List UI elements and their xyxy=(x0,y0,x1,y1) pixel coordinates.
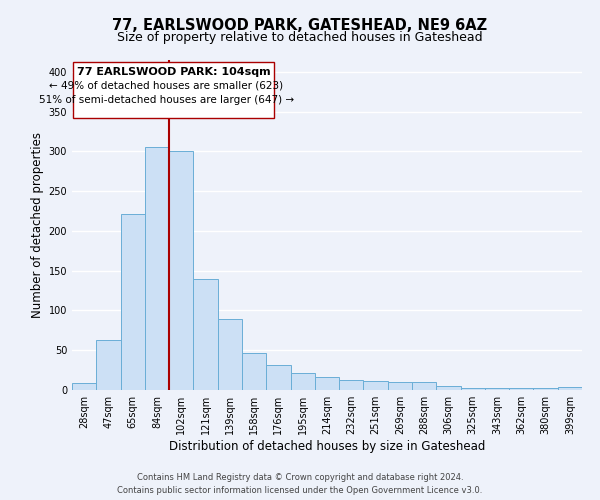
Text: 77 EARLSWOOD PARK: 104sqm: 77 EARLSWOOD PARK: 104sqm xyxy=(77,67,270,77)
Bar xyxy=(558,387,582,390)
Bar xyxy=(242,354,266,390)
Text: Contains HM Land Registry data © Crown copyright and database right 2024.
Contai: Contains HM Land Registry data © Crown c… xyxy=(118,473,482,495)
Bar xyxy=(169,150,193,390)
Bar xyxy=(193,280,218,390)
Bar xyxy=(339,380,364,390)
Text: 51% of semi-detached houses are larger (647) →: 51% of semi-detached houses are larger (… xyxy=(38,95,293,105)
Bar xyxy=(412,382,436,390)
Bar xyxy=(290,372,315,390)
Bar xyxy=(436,386,461,390)
Bar xyxy=(485,388,509,390)
Text: ← 49% of detached houses are smaller (623): ← 49% of detached houses are smaller (62… xyxy=(49,80,283,90)
Bar xyxy=(145,148,169,390)
Bar xyxy=(533,388,558,390)
Bar xyxy=(72,383,96,390)
Bar xyxy=(364,382,388,390)
Bar xyxy=(218,319,242,390)
Bar xyxy=(461,388,485,390)
Bar xyxy=(315,378,339,390)
Bar xyxy=(388,382,412,390)
FancyBboxPatch shape xyxy=(73,62,274,118)
Text: 77, EARLSWOOD PARK, GATESHEAD, NE9 6AZ: 77, EARLSWOOD PARK, GATESHEAD, NE9 6AZ xyxy=(112,18,488,32)
Bar xyxy=(509,388,533,390)
Bar xyxy=(266,366,290,390)
X-axis label: Distribution of detached houses by size in Gateshead: Distribution of detached houses by size … xyxy=(169,440,485,453)
Bar xyxy=(96,340,121,390)
Bar xyxy=(121,214,145,390)
Y-axis label: Number of detached properties: Number of detached properties xyxy=(31,132,44,318)
Text: Size of property relative to detached houses in Gateshead: Size of property relative to detached ho… xyxy=(117,31,483,44)
